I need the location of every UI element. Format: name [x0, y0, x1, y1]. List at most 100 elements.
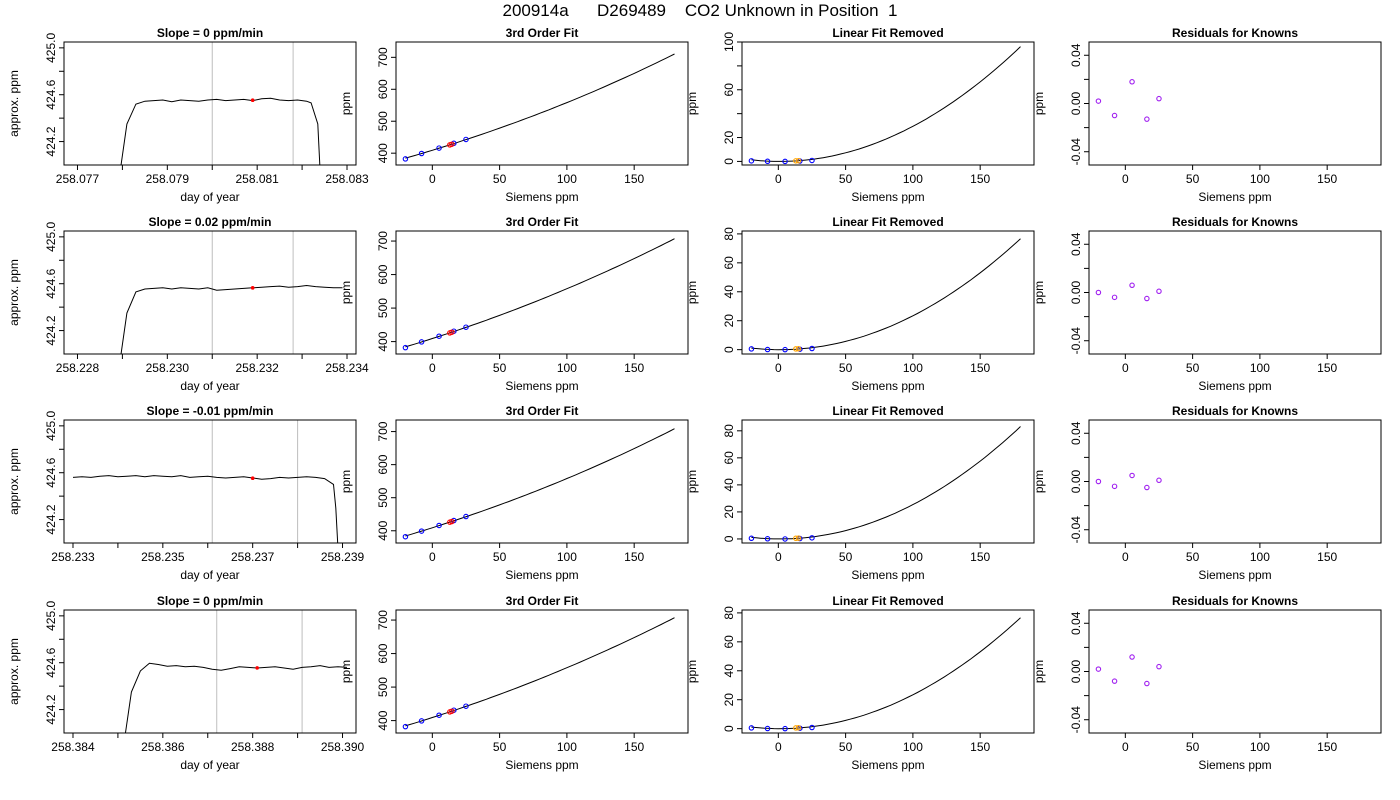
y-tick-label: 600 — [376, 264, 390, 284]
plot-frame — [1088, 41, 1382, 166]
chart-title: Linear Fit Removed — [832, 404, 943, 418]
y-tick-label: 0.04 — [1069, 43, 1083, 67]
y-tick-label: 600 — [376, 643, 390, 663]
x-tick-label: 50 — [839, 172, 853, 186]
chart-panel-4: Residuals for Knowns 0 50 100 150 -0.04 0.00 0.… — [1032, 26, 1382, 204]
y-tick-label: 424.6 — [44, 79, 58, 109]
plot-frame — [741, 230, 1035, 355]
x-tick-label: 0 — [775, 172, 782, 186]
unknown-point — [449, 141, 455, 147]
y-tick-label: -0.04 — [1069, 138, 1083, 166]
x-tick-label: 50 — [493, 172, 507, 186]
x-axis-label: day of year — [180, 758, 239, 772]
known-point — [764, 725, 771, 732]
residual-point — [1111, 112, 1118, 119]
residual-point — [1129, 282, 1135, 289]
residual-point — [1144, 295, 1150, 302]
plot-frame — [63, 609, 357, 734]
x-tick-label: 100 — [1250, 740, 1270, 754]
y-tick-label: 0.04 — [1069, 611, 1083, 635]
series-line — [120, 97, 321, 165]
x-tick-label: 258.239 — [321, 550, 365, 564]
y-tick-label: 0 — [722, 725, 736, 732]
series-line — [124, 662, 348, 733]
x-tick-label: 50 — [839, 550, 853, 564]
x-tick-label: 100 — [557, 550, 577, 564]
known-point — [782, 346, 788, 353]
residual-point — [1111, 294, 1118, 301]
unknown-mean-point — [250, 286, 255, 290]
residual-point — [1129, 79, 1135, 85]
plot-frame — [741, 419, 1035, 544]
x-tick-label: 150 — [624, 550, 644, 564]
known-point — [418, 718, 425, 724]
x-axis-label: Siemens ppm — [505, 379, 578, 393]
x-tick-label: 258.230 — [146, 361, 190, 375]
y-tick-label: 424.2 — [44, 504, 58, 534]
chart-panel-11: Linear Fit Removed 0 50 100 150 0 20 40 60 80 Siem… — [685, 404, 1035, 582]
chart-panel-1: Slope = 0 ppm/min 258.077 258.079 258.081 25… — [7, 26, 369, 204]
x-tick-label: 50 — [1186, 172, 1200, 186]
plot-frame — [395, 41, 689, 166]
x-tick-label: 258.386 — [141, 740, 185, 754]
x-tick-label: 258.228 — [56, 361, 100, 375]
y-tick-label: 0.00 — [1069, 91, 1083, 115]
y-tick-label: 80 — [722, 424, 736, 438]
chart-title: Slope = 0 ppm/min — [157, 26, 263, 40]
x-tick-label: 0 — [429, 740, 436, 754]
y-axis-label: ppm — [685, 92, 699, 115]
x-tick-label: 0 — [429, 550, 436, 564]
known-point — [809, 535, 815, 541]
plot-frame — [395, 609, 689, 734]
fit-curve — [751, 46, 1021, 162]
x-tick-label: 0 — [429, 172, 436, 186]
y-tick-label: 100 — [722, 32, 736, 52]
x-tick-label: 258.079 — [146, 172, 190, 186]
y-tick-label: 20 — [722, 505, 736, 519]
x-tick-label: 258.237 — [231, 550, 275, 564]
plot-frame — [63, 230, 357, 355]
fit-curve — [751, 238, 1021, 351]
y-tick-label: 425.0 — [44, 33, 58, 63]
y-tick-label: 500 — [376, 677, 390, 697]
chart-title: Slope = 0 ppm/min — [157, 594, 263, 608]
unknown-point — [793, 725, 799, 731]
plot-frame — [395, 419, 689, 544]
series-line — [120, 284, 343, 354]
chart-title: Linear Fit Removed — [832, 26, 943, 40]
known-point — [402, 344, 409, 351]
unknown-mean-point — [255, 666, 259, 670]
chart-title: 3rd Order Fit — [506, 594, 579, 608]
known-point — [748, 158, 755, 164]
y-tick-label: 400 — [376, 143, 390, 163]
chart-title: Slope = 0.02 ppm/min — [148, 215, 271, 229]
x-tick-label: 0 — [1122, 361, 1129, 375]
plot-frame — [395, 230, 689, 355]
x-tick-label: 100 — [557, 740, 577, 754]
y-tick-label: 60 — [722, 451, 736, 465]
y-tick-label: 0 — [722, 346, 736, 353]
residual-point — [1129, 654, 1135, 660]
x-tick-label: 50 — [1186, 740, 1200, 754]
x-tick-label: 0 — [1122, 740, 1129, 754]
x-tick-label: 0 — [1122, 172, 1129, 186]
fit-curve — [751, 617, 1021, 730]
x-axis-label: Siemens ppm — [505, 758, 578, 772]
y-tick-label: 700 — [376, 610, 390, 630]
y-tick-label: 40 — [722, 285, 736, 299]
known-point — [463, 136, 469, 143]
chart-title: Residuals for Knowns — [1172, 594, 1298, 608]
fit-curve — [405, 53, 675, 159]
y-tick-label: 0 — [722, 535, 736, 542]
known-point — [463, 513, 469, 520]
known-point — [463, 324, 469, 330]
y-tick-label: 500 — [376, 298, 390, 318]
y-tick-label: 60 — [722, 256, 736, 270]
x-tick-label: 50 — [493, 361, 507, 375]
y-tick-label: 40 — [722, 664, 736, 678]
x-tick-label: 0 — [1122, 550, 1129, 564]
x-tick-label: 258.232 — [235, 361, 279, 375]
unknown-point — [793, 535, 799, 542]
y-axis-label: ppm — [685, 281, 699, 304]
